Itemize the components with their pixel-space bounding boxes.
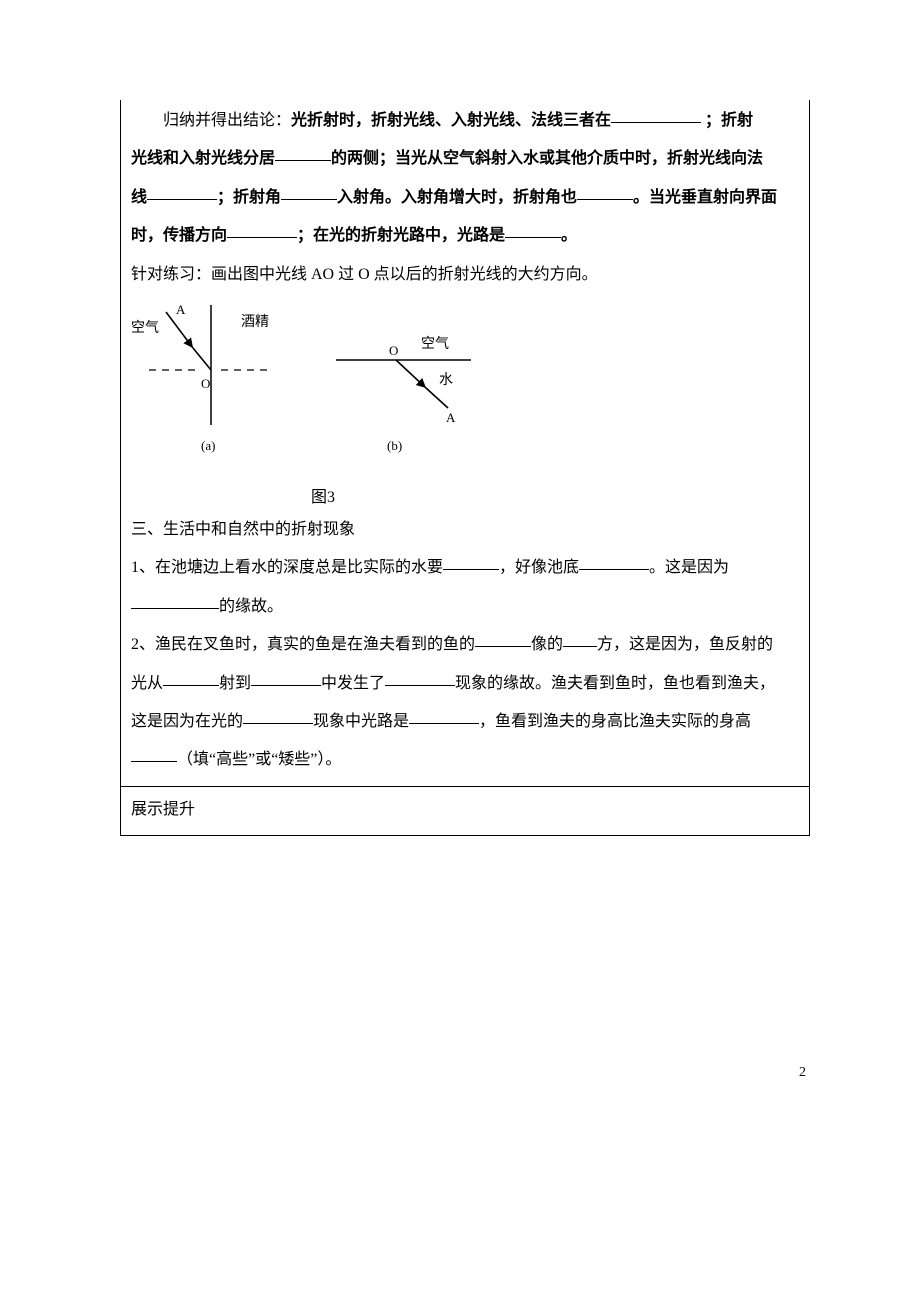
section3-title: 三、生活中和自然中的折射现象 — [131, 511, 799, 549]
c-p3c: 入射角。入射角增大时，折射角也 — [337, 189, 577, 206]
label-water: 水 — [439, 372, 453, 388]
diagram: A 空气 酒精 O (a) O 空气 水 A — [131, 300, 799, 511]
q1d: 的缘故。 — [219, 598, 283, 615]
c-p3a: 线 — [131, 189, 147, 206]
s3-q2-line1: 2、渔民在叉鱼时，真实的鱼是在渔夫看到的鱼的 像的 方，这是因为，鱼反射的 — [131, 626, 799, 664]
q2d: 光从 — [131, 675, 163, 692]
s3-q2-line2: 光从 射到 中发生了 现象的缘故。渔夫看到鱼时，鱼也看到渔夫， — [131, 665, 799, 703]
q1a: 1、在池塘边上看水的深度总是比实际的水要 — [131, 559, 443, 576]
label-A-left: A — [176, 302, 186, 317]
practice-intro: 针对练习：画出图中光线 AO 过 O 点以后的折射光线的大约方向。 — [131, 256, 799, 294]
blank-q2-2 — [563, 627, 597, 647]
q2i: 现象中光路是 — [313, 713, 409, 730]
blank-2 — [275, 141, 331, 161]
q2e: 射到 — [219, 675, 251, 692]
q2h: 这是因为在光的 — [131, 713, 243, 730]
refraction-diagram-svg: A 空气 酒精 O (a) O 空气 水 A — [131, 300, 491, 470]
blank-q2-1 — [475, 627, 531, 647]
content-box: 归纳并得出结论：光折射时，折射光线、入射光线、法线三者在 ；折射 光线和入射光线… — [120, 100, 810, 836]
blank-q1-2 — [579, 550, 649, 570]
blank-5 — [577, 180, 633, 200]
conclusion-line3: 线 ；折射角 入射角。入射角增大时，折射角也 。当光垂直射向界面 — [131, 179, 799, 217]
label-O-left: O — [201, 376, 210, 391]
blank-q2-5 — [385, 665, 455, 685]
row-2: 展示提升 — [121, 786, 809, 835]
label-air-left: 空气 — [131, 320, 159, 336]
label-A-right: A — [446, 410, 456, 425]
blank-q2-6 — [243, 704, 313, 724]
q2k: （填“高些”或“矮些”）。 — [177, 751, 341, 768]
c-p1a: 光折射时，折射光线、入射光线、法线三者在 — [291, 112, 611, 129]
diagram-caption: 图3 — [311, 485, 799, 511]
sub-a: (a) — [201, 438, 215, 453]
c-p2b: 的两侧；当光从空气斜射入水或其他介质中时，折射光线向法 — [331, 150, 763, 167]
c-p3b: ；折射角 — [217, 189, 281, 206]
conclusion-line2: 光线和入射光线分居 的两侧；当光从空气斜射入水或其他介质中时，折射光线向法 — [131, 140, 799, 178]
s3-q1-line1: 1、在池塘边上看水的深度总是比实际的水要 ，好像池底 。这是因为 — [131, 549, 799, 587]
q2a: 2、渔民在叉鱼时，真实的鱼是在渔夫看到的鱼的 — [131, 636, 475, 653]
conclusion-para: 归纳并得出结论：光折射时，折射光线、入射光线、法线三者在 ；折射 — [131, 102, 799, 140]
c-p3d: 。当光垂直射向界面 — [633, 189, 777, 206]
q2g: 现象的缘故。渔夫看到鱼时，鱼也看到渔夫， — [455, 675, 775, 692]
s3-q2-line4: （填“高些”或“矮些”）。 — [131, 741, 799, 779]
label-alcohol: 酒精 — [241, 314, 269, 330]
c-p2a: 光线和入射光线分居 — [131, 150, 275, 167]
blank-6 — [227, 218, 297, 238]
blank-q2-8 — [131, 742, 177, 762]
q2j: ，鱼看到渔夫的身高比渔夫实际的身高 — [479, 713, 751, 730]
c-p4b: ；在光的折射光路中，光路是 — [297, 227, 505, 244]
s3-q2-line3: 这是因为在光的 现象中光路是 ，鱼看到渔夫的身高比渔夫实际的身高 — [131, 703, 799, 741]
blank-q2-3 — [163, 665, 219, 685]
q2c: 方，这是因为，鱼反射的 — [597, 636, 773, 653]
main-cell: 归纳并得出结论：光折射时，折射光线、入射光线、法线三者在 ；折射 光线和入射光线… — [121, 100, 809, 786]
sub-b: (b) — [387, 438, 402, 453]
blank-3 — [147, 180, 217, 200]
blank-7 — [505, 218, 561, 238]
conclusion-lead: 归纳并得出结论： — [163, 112, 291, 129]
conclusion-line4: 时，传播方向 ；在光的折射光路中，光路是 。 — [131, 217, 799, 255]
blank-q2-4 — [251, 665, 321, 685]
label-air-right: 空气 — [421, 336, 449, 352]
blank-1 — [611, 103, 701, 123]
blank-q1-3 — [131, 589, 219, 609]
label-O-right: O — [389, 343, 398, 358]
q2b: 像的 — [531, 636, 563, 653]
blank-4 — [281, 180, 337, 200]
c-p4c: 。 — [561, 227, 577, 244]
page-number: 2 — [120, 1056, 810, 1090]
q1b: ，好像池底 — [499, 559, 579, 576]
s3-q1-line2: 的缘故。 — [131, 588, 799, 626]
row2-text: 展示提升 — [131, 801, 195, 818]
blank-q1-1 — [443, 550, 499, 570]
c-p1b: ；折射 — [705, 112, 753, 129]
c-p4a: 时，传播方向 — [131, 227, 227, 244]
blank-q2-7 — [409, 704, 479, 724]
q2f: 中发生了 — [321, 675, 385, 692]
q1c: 。这是因为 — [649, 559, 729, 576]
